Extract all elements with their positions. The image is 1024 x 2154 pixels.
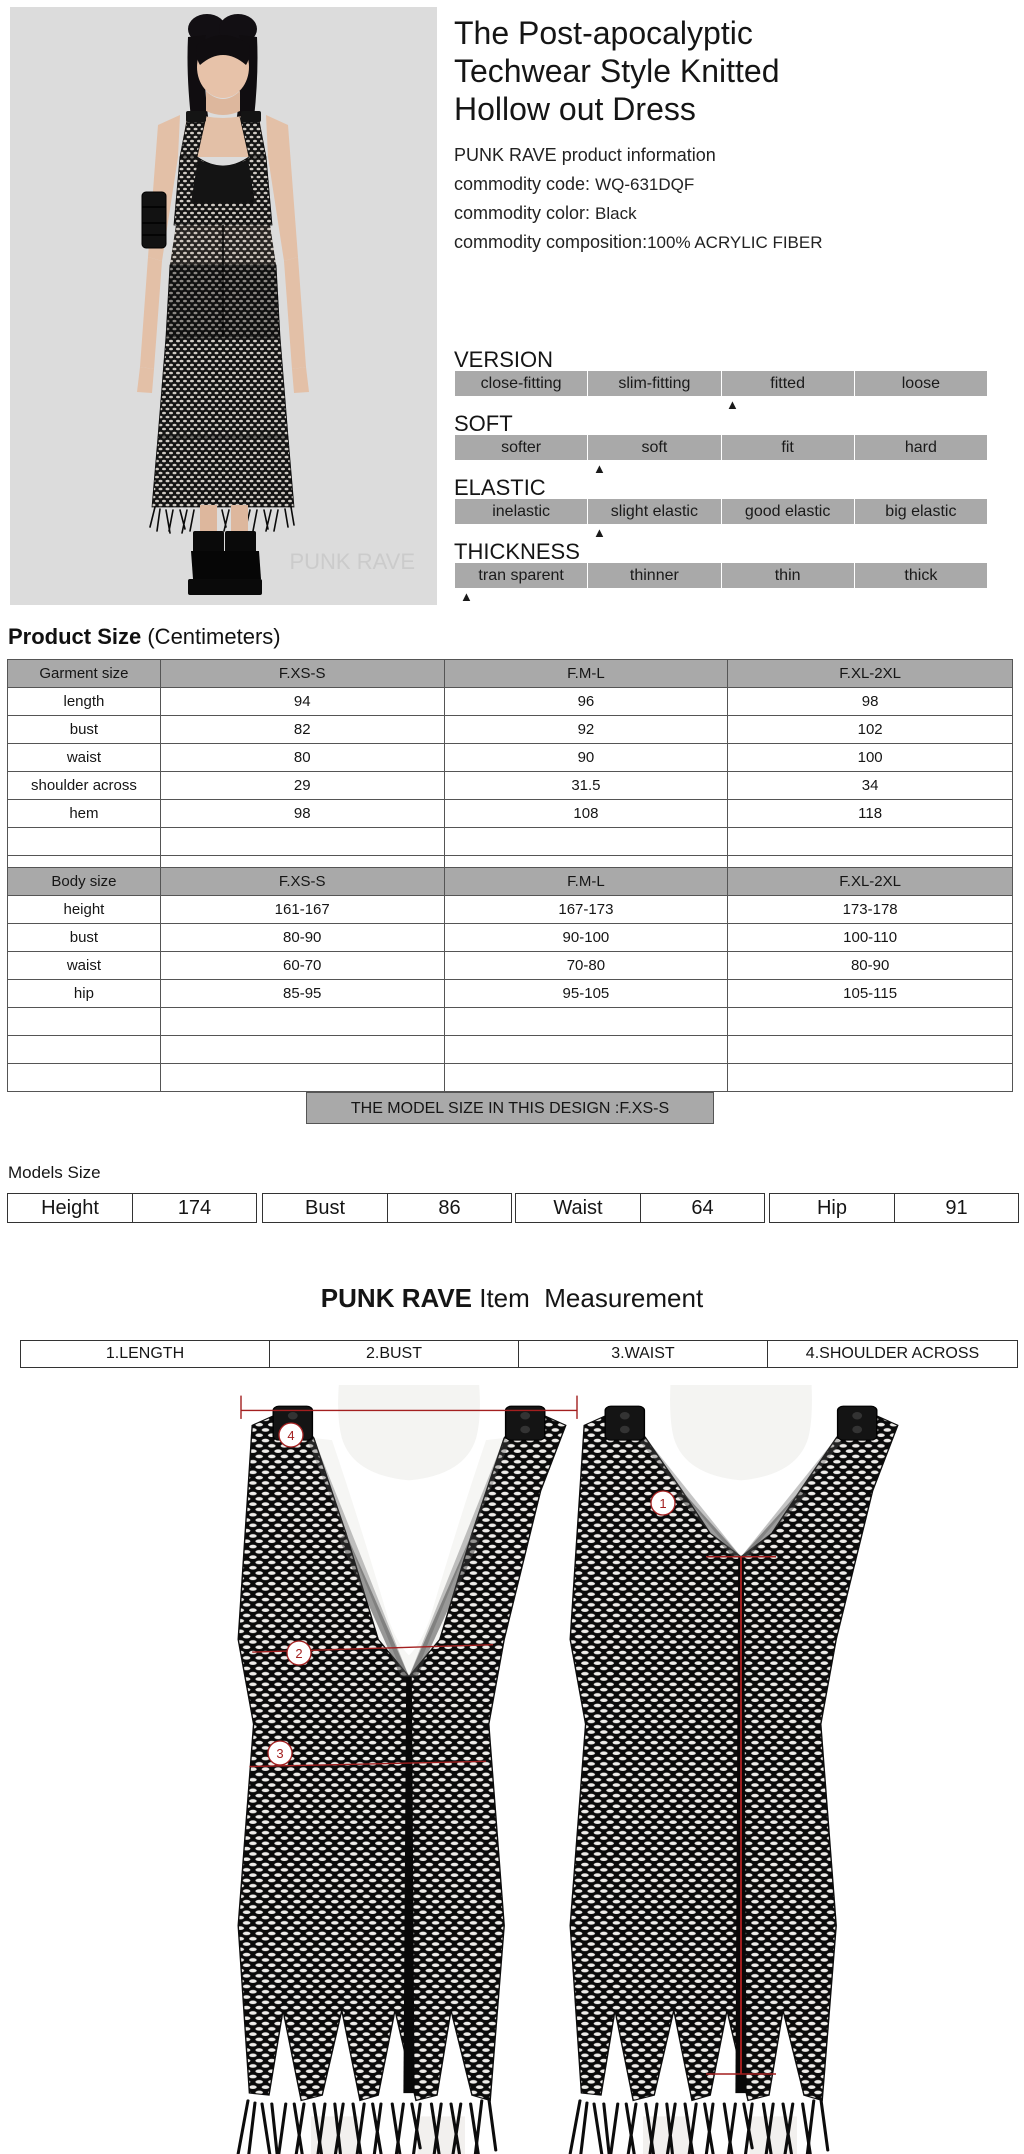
- svg-text:PUNK RAVE: PUNK RAVE: [289, 549, 415, 574]
- svg-text:4: 4: [287, 1428, 294, 1443]
- svg-text:2: 2: [295, 1646, 302, 1661]
- svg-text:3: 3: [276, 1746, 283, 1761]
- svg-text:1: 1: [659, 1496, 666, 1511]
